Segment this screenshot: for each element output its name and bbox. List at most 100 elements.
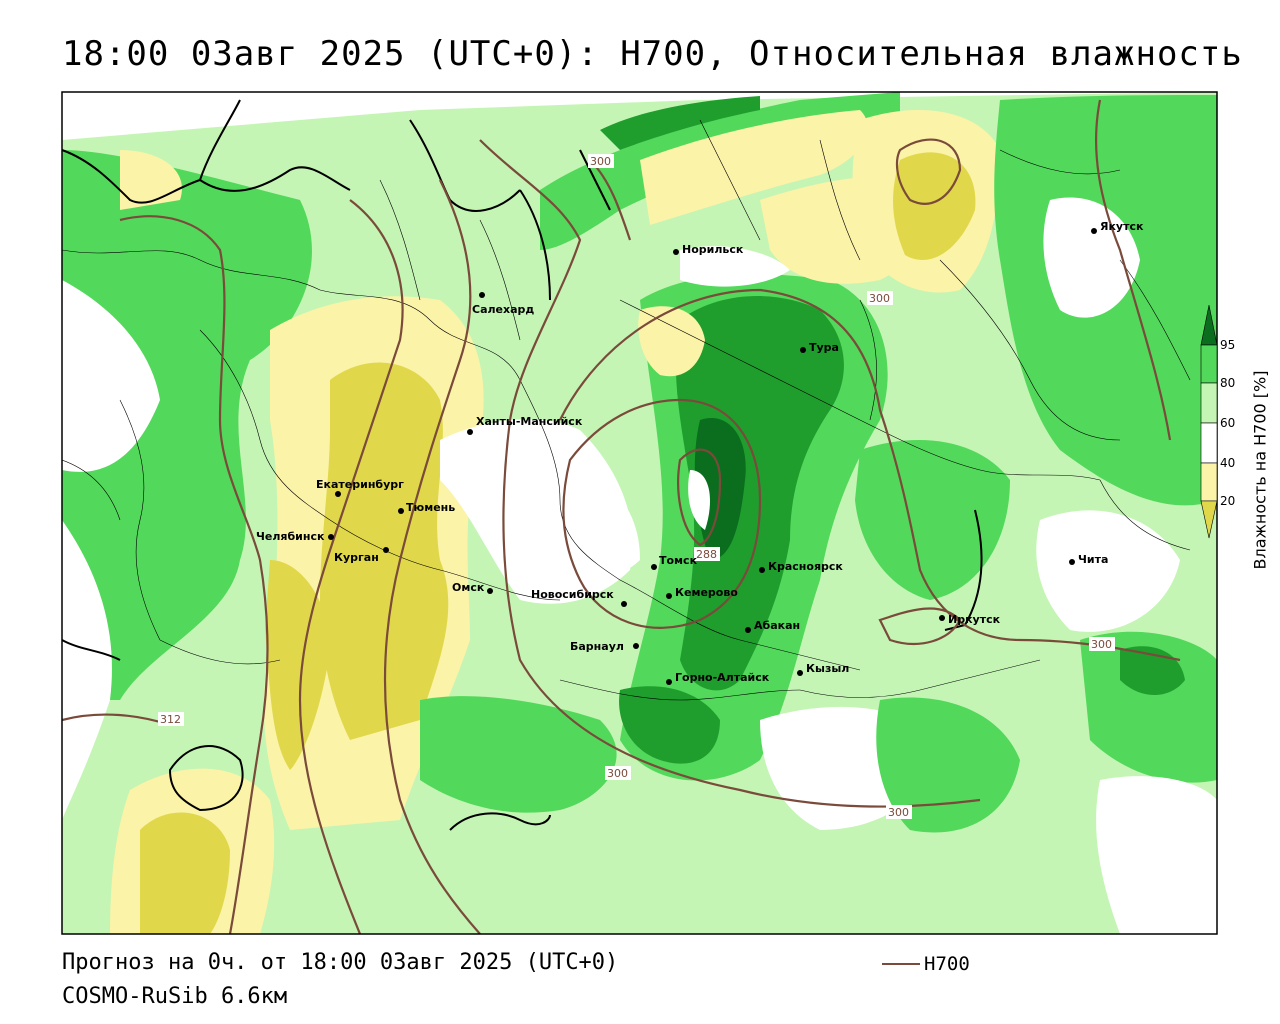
contour-legend: H700 (882, 953, 970, 975)
city-yakutsk: Якутск (1091, 220, 1144, 234)
svg-text:312: 312 (160, 713, 181, 726)
humidity-region (62, 280, 160, 472)
contour-legend-label: H700 (924, 953, 970, 975)
city-label: Барнаул (570, 640, 624, 653)
city-norilsk: Норильск (673, 243, 744, 256)
city-label: Томск (659, 554, 698, 567)
humidity-region (1080, 631, 1217, 783)
city-dot-icon (939, 615, 945, 621)
contour-label: 288 (694, 547, 720, 561)
city-label: Омск (452, 581, 485, 594)
h700-contours (62, 99, 1181, 934)
city-gorno-altaysk: Горно-Алтайск (666, 671, 770, 685)
humidity-region (265, 560, 330, 770)
city-dot-icon (1069, 559, 1075, 565)
colorbar-tick: 80 (1220, 376, 1235, 390)
city-dot-icon (398, 508, 404, 514)
city-label: Курган (334, 551, 379, 564)
humidity-region (619, 686, 720, 764)
city-dot-icon (633, 643, 639, 649)
colorbar-segment (1200, 344, 1218, 384)
colorbar-bottom-triangle (1200, 500, 1218, 539)
city-krasnoyarsk: Красноярск (759, 560, 843, 573)
svg-text:300: 300 (590, 155, 611, 168)
humidity-region (640, 110, 868, 225)
humidity-region (688, 470, 710, 530)
svg-text:300: 300 (869, 292, 890, 305)
city-label: Салехард (472, 303, 534, 316)
humidity-region (680, 246, 790, 287)
city-markers: Норильск Салехард Якутск Тура Ханты-Манс… (256, 220, 1144, 685)
humidity-region (893, 152, 976, 260)
city-chelyabinsk: Челябинск (256, 530, 334, 543)
colorbar-tick: 20 (1220, 494, 1235, 508)
city-dot-icon (479, 292, 485, 298)
city-label: Абакан (754, 619, 800, 632)
city-khanty-mansiysk: Ханты-Мансийск (467, 415, 583, 435)
city-yekaterinburg: Екатеринбург (316, 478, 404, 497)
humidity-region (140, 812, 230, 934)
coastlines (62, 99, 983, 831)
contour-label: 300 (886, 805, 912, 819)
humidity-region (62, 150, 312, 700)
city-salekhard: Салехард (472, 292, 534, 316)
humidity-region (1043, 197, 1140, 318)
city-label: Ханты-Мансийск (476, 415, 583, 428)
city-dot-icon (666, 679, 672, 685)
city-dot-icon (800, 347, 806, 353)
city-label: Кызыл (806, 662, 849, 675)
humidity-region (638, 306, 705, 377)
city-label: Чита (1078, 553, 1108, 566)
city-label: Тура (809, 341, 839, 354)
city-label: Новосибирск (531, 588, 614, 601)
colorbar-segment (1200, 462, 1218, 502)
city-label: Челябинск (256, 530, 325, 543)
city-dot-icon (383, 547, 389, 553)
contour-label: 300 (588, 154, 614, 168)
city-label: Норильск (682, 243, 744, 256)
colorbar-tick: 60 (1220, 416, 1235, 430)
colorbar-segment (1200, 422, 1218, 464)
city-dot-icon (745, 627, 751, 633)
colorbar-segment (1200, 382, 1218, 424)
line-swatch-icon (882, 963, 920, 965)
humidity-region (600, 96, 760, 150)
city-label: Екатеринбург (316, 478, 404, 491)
city-dot-icon (467, 429, 473, 435)
admin-borders (62, 119, 1191, 701)
contour-label: 300 (867, 291, 893, 305)
city-dot-icon (328, 534, 334, 540)
city-dot-icon (673, 249, 679, 255)
city-label: Красноярск (768, 560, 843, 573)
contour-labels: 300 300 300 300 300 300 312 288 (158, 154, 1115, 819)
humidity-region (855, 440, 1010, 600)
colorbar-tick: 95 (1220, 338, 1235, 352)
city-dot-icon (759, 567, 765, 573)
humidity-region (1096, 776, 1217, 934)
city-chita: Чита (1069, 553, 1108, 566)
humidity-region (876, 697, 1020, 833)
city-dot-icon (651, 564, 657, 570)
city-novosibirsk: Новосибирск (531, 588, 627, 607)
humidity-region (1036, 510, 1180, 632)
contour-label: 300 (605, 766, 631, 780)
city-label: Горно-Алтайск (675, 671, 770, 684)
humidity-field (62, 92, 1217, 934)
city-label: Кемерово (675, 586, 738, 599)
city-label: Якутск (1100, 220, 1144, 233)
map-frame (61, 91, 1218, 935)
city-label: Иркутск (948, 613, 1001, 626)
city-tomsk: Томск (651, 554, 698, 570)
city-dot-icon (666, 593, 672, 599)
svg-text:300: 300 (888, 806, 909, 819)
city-kemerovo: Кемерово (666, 586, 738, 599)
contour-label: 312 (158, 712, 184, 726)
colorbar: 95 80 60 40 20 (1200, 304, 1235, 539)
colorbar-title: Влажность на H700 [%] (1250, 370, 1270, 570)
city-tyumen: Тюмень (398, 501, 455, 514)
city-tura: Тура (800, 341, 839, 354)
city-label: Тюмень (406, 501, 455, 514)
city-omsk: Омск (452, 581, 493, 594)
city-abakan: Абакан (745, 619, 800, 633)
